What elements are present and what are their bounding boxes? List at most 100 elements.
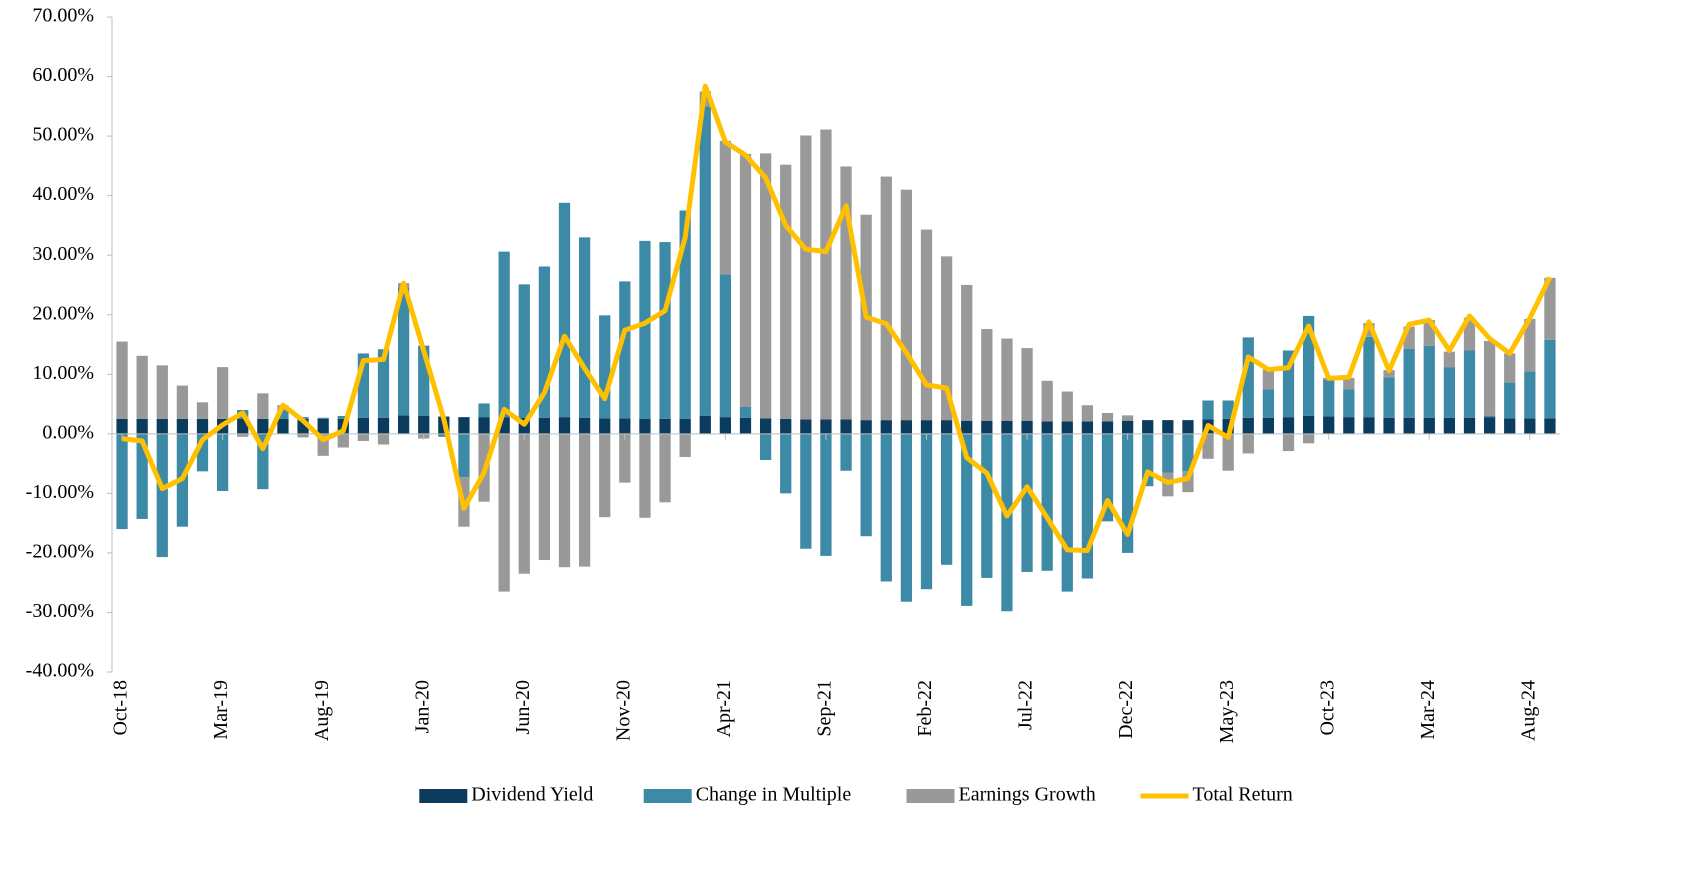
legend-label: Earnings Growth	[959, 784, 1096, 806]
bar	[116, 341, 128, 419]
bar	[1443, 367, 1456, 418]
bar	[940, 433, 953, 565]
bar	[518, 284, 530, 418]
bar	[1323, 416, 1335, 434]
legend-label: Dividend Yield	[471, 784, 593, 806]
bar	[397, 415, 410, 434]
bar	[578, 433, 591, 567]
bar	[156, 433, 168, 558]
bar	[739, 407, 752, 418]
y-tick-label: 20.00%	[32, 302, 94, 324]
bar	[1343, 389, 1355, 418]
bar	[1343, 377, 1355, 390]
x-tick-label: Mar-19	[210, 680, 232, 740]
legend-swatch	[419, 789, 468, 803]
bar	[1343, 417, 1355, 434]
bar	[759, 153, 772, 419]
bar	[599, 433, 611, 518]
legend-swatch	[906, 789, 955, 803]
bar	[176, 385, 189, 419]
bar	[538, 266, 551, 418]
bar	[659, 242, 671, 419]
bar	[237, 418, 249, 434]
bar	[518, 433, 530, 574]
bar	[498, 251, 510, 418]
bar	[1504, 382, 1516, 419]
x-tick-label: Mar-24	[1417, 680, 1439, 740]
bar	[1182, 433, 1194, 472]
bar	[1403, 348, 1415, 418]
bar	[1282, 417, 1295, 434]
x-tick-label: Aug-24	[1517, 680, 1539, 741]
bar	[1383, 370, 1395, 378]
y-tick-label: 60.00%	[32, 64, 94, 86]
x-tick-label: Dec-22	[1115, 680, 1137, 739]
bar	[860, 420, 872, 434]
bar	[1081, 405, 1094, 422]
bar	[136, 418, 148, 434]
bar	[1302, 315, 1315, 416]
bar	[1302, 433, 1315, 444]
bar	[136, 355, 148, 419]
bar	[961, 420, 973, 434]
bar	[1222, 433, 1234, 471]
bar	[216, 367, 229, 419]
bar	[558, 433, 571, 568]
x-tick-label: Feb-22	[914, 680, 936, 737]
bar	[196, 433, 209, 472]
bar	[1142, 433, 1154, 487]
bar	[1504, 418, 1516, 434]
bar	[659, 418, 671, 434]
bar	[739, 417, 752, 434]
bar	[1363, 417, 1375, 434]
bar	[1101, 421, 1114, 434]
bar	[357, 353, 370, 418]
bar	[1182, 471, 1194, 493]
bar	[619, 433, 631, 483]
y-tick-label: 10.00%	[32, 362, 94, 384]
bar	[1323, 379, 1335, 417]
bar	[317, 433, 329, 456]
x-tick-label: Apr-21	[713, 680, 735, 737]
bar	[699, 106, 711, 416]
bar	[357, 417, 370, 434]
bar	[940, 420, 953, 434]
bar	[1262, 417, 1275, 434]
bar	[1282, 350, 1295, 418]
bar	[116, 418, 128, 434]
bar	[759, 418, 772, 434]
bar	[599, 418, 611, 434]
bar	[1202, 400, 1214, 420]
bar	[418, 345, 430, 416]
bar	[1262, 369, 1275, 390]
bar	[458, 417, 470, 434]
bar	[1001, 420, 1013, 434]
y-tick-label: -40.00%	[26, 660, 94, 682]
bar	[739, 153, 752, 408]
bar	[800, 135, 812, 420]
y-tick-label: -10.00%	[26, 481, 94, 503]
bar	[840, 433, 852, 471]
bar	[1483, 417, 1496, 434]
bar	[1222, 400, 1234, 419]
bar	[1041, 380, 1053, 422]
bar	[1544, 339, 1556, 419]
bar	[136, 433, 148, 519]
bar	[1282, 433, 1295, 452]
bar	[840, 166, 852, 420]
bar	[719, 417, 732, 434]
bar	[1162, 433, 1174, 473]
bar	[337, 433, 349, 448]
bar	[1101, 412, 1114, 422]
bar	[1363, 336, 1375, 418]
bar	[920, 229, 933, 421]
bar	[800, 419, 812, 434]
bar	[981, 329, 993, 421]
bar	[759, 433, 772, 461]
bar	[1463, 417, 1476, 434]
bar	[377, 349, 390, 418]
bar	[1544, 418, 1556, 434]
x-tick-label: May-23	[1216, 680, 1238, 743]
bar	[1121, 415, 1134, 421]
bar	[1121, 433, 1134, 553]
